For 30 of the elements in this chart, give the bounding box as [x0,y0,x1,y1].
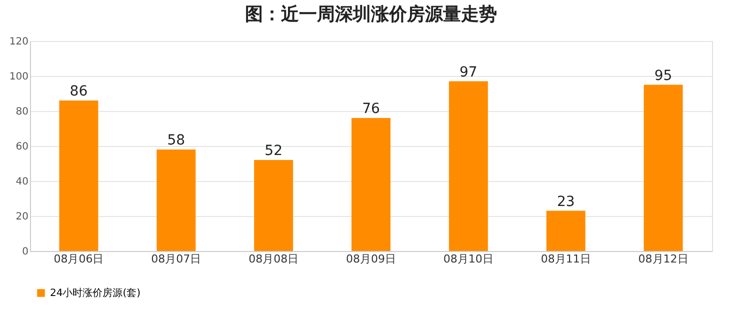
y-tick-label: 40 [16,176,28,188]
bar [59,100,98,251]
bar [156,150,196,251]
x-tick-label: 08月09日 [346,252,396,266]
y-tick-label: 60 [16,142,28,152]
y-tick-label: 120 [9,36,28,48]
data-label: 58 [167,132,186,148]
y-tick-label: 0 [22,246,28,258]
bar [352,118,390,251]
data-label: 76 [362,101,380,117]
bar [254,160,294,251]
legend-label: 24小时涨价房源(套) [50,287,141,299]
x-tick-label: 08月08日 [248,252,299,266]
y-tick-label: 20 [16,212,28,222]
bar [448,81,488,251]
x-tick-label: 08月06日 [54,252,104,266]
y-tick-label: 100 [9,72,28,82]
data-label: 86 [70,84,88,100]
y-tick-label: 80 [16,106,28,118]
data-label: 52 [264,143,282,159]
x-tick-label: 08月10日 [443,252,494,266]
x-tick-label: 08月11日 [540,252,591,266]
chart-title: 图：近一周深圳涨价房源量走势 [245,4,497,25]
data-label: 97 [460,64,478,80]
x-tick-label: 08月12日 [638,252,688,266]
data-label: 23 [556,194,575,210]
data-label: 95 [654,68,672,84]
x-tick-label: 08月07日 [151,252,202,266]
bar [546,210,586,251]
bar [644,84,683,251]
